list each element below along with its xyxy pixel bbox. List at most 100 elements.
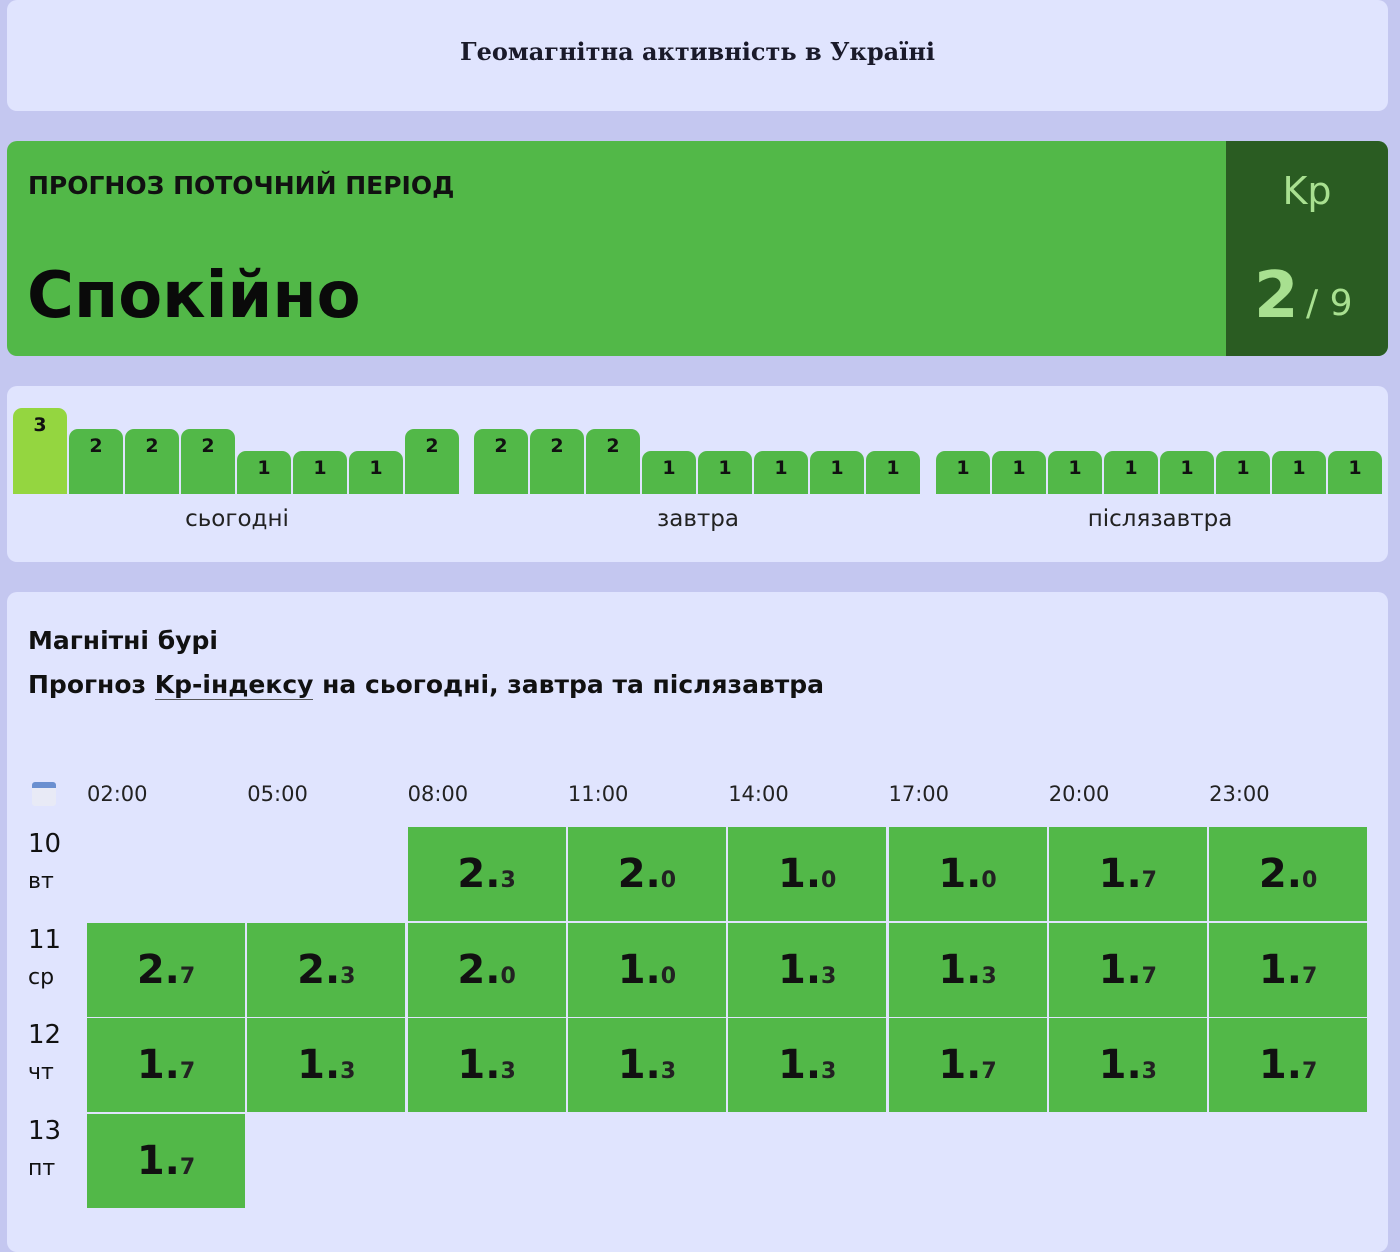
kp-cell-value: 2.0	[617, 851, 677, 897]
kp-cell-value: 1.7	[1258, 946, 1318, 993]
kp-cell-value: 1.7	[136, 1042, 196, 1089]
kp-cell: 1.7	[888, 1018, 1047, 1113]
kp-cell-value: 1.3	[1098, 1042, 1157, 1089]
kp-cell: 1.3	[888, 922, 1047, 1017]
hour-header: 05:00	[247, 782, 308, 806]
kp-cell: 1.7	[1048, 922, 1207, 1017]
kp-cell: 1.3	[247, 1018, 406, 1113]
hour-header: 23:00	[1209, 782, 1270, 806]
kp-cell-value: 1.0	[617, 946, 677, 993]
row-weekday: ср	[28, 964, 55, 990]
kp-bar: 1	[936, 450, 990, 494]
kp-cell: 2.3	[407, 827, 566, 921]
header-card: Геомагнітна активність в Україні	[7, 0, 1388, 111]
kp-cell: 1.7	[87, 1114, 245, 1209]
kp-bar: 1	[642, 450, 696, 494]
current-forecast-card: ПРОГНОЗ ПОТОЧНИЙ ПЕРІОД Спокійно Kp 2 / …	[7, 141, 1388, 356]
kp-cell: 1.7	[87, 1018, 245, 1113]
storms-title: Магнітні бурі	[28, 626, 218, 655]
day-row-label: 13 пт	[28, 1112, 61, 1188]
kp-bar: 1	[1272, 450, 1326, 494]
row-date: 12	[28, 1020, 62, 1051]
kp-cell-value: 1.3	[938, 946, 997, 993]
kp-label: Kp	[1282, 169, 1332, 213]
forecast-status: Спокійно	[27, 259, 361, 333]
storms-subtitle: Прогноз Kp-індексу на сьогодні, завтра т…	[28, 670, 825, 700]
kp-bar: 3	[13, 407, 67, 494]
kp-cell: 2.7	[87, 922, 245, 1017]
magnetic-storms-card: Магнітні бурі Прогноз Kp-індексу на сьог…	[7, 592, 1388, 1252]
kp-cell-value: 2.0	[1258, 851, 1318, 897]
day-row-label: 11 ср	[28, 921, 61, 997]
kp-bar: 1	[810, 450, 864, 494]
kp-cell: 1.7	[1209, 922, 1368, 1017]
kp-bars-card: 3 2 2 2 1 1 1 2 сьогодні 2 2 2 1 1 1 1 1 завтра 1 1 1 1 1 1 1 1 пі…	[7, 386, 1388, 562]
hour-header: 08:00	[407, 782, 469, 806]
kp-cell: 2.0	[567, 827, 726, 921]
kp-bar: 1	[1104, 450, 1158, 494]
kp-bar: 1	[754, 450, 808, 494]
kp-cell: 1.7	[1048, 827, 1207, 921]
subtitle-text: Прогноз	[28, 670, 155, 699]
kp-cell-value: 1.7	[1258, 1042, 1318, 1089]
kp-cell-value: 1.3	[297, 1042, 356, 1089]
page-title: Геомагнітна активність в Україні	[460, 37, 935, 66]
kp-cell-value: 1.0	[778, 851, 837, 897]
kp-cell: 2.0	[407, 922, 566, 1017]
kp-cell-value: 2.7	[136, 946, 196, 993]
row-date: 11	[28, 924, 62, 955]
kp-cell: 1.0	[728, 827, 887, 921]
kp-cell: 1.0	[888, 827, 1047, 921]
kp-bar: 2	[586, 429, 640, 494]
hour-header: 20:00	[1048, 782, 1110, 806]
kp-cell-value: 1.0	[938, 851, 997, 897]
row-date: 10	[28, 829, 62, 859]
kp-index-link[interactable]: Kp-індексу	[154, 670, 314, 700]
hour-header: 14:00	[728, 782, 789, 806]
kp-bar: 2	[530, 429, 584, 494]
kp-cell: 1.3	[567, 1018, 726, 1113]
subtitle-text: на сьогодні, завтра та післязавтра	[313, 670, 825, 699]
row-weekday: вт	[28, 869, 54, 894]
kp-cell: 1.3	[728, 922, 887, 1017]
hour-header: 11:00	[567, 782, 629, 806]
kp-bar: 1	[1216, 450, 1270, 494]
kp-bar: 2	[405, 429, 459, 494]
row-weekday: пт	[28, 1156, 56, 1182]
kp-bar: 1	[1328, 450, 1382, 494]
kp-cell: 1.0	[567, 922, 726, 1017]
kp-cell-value: 1.7	[938, 1042, 997, 1089]
kp-cell: 1.3	[728, 1018, 887, 1113]
kp-box: Kp 2 / 9	[1226, 141, 1388, 356]
row-weekday: чт	[28, 1060, 54, 1086]
kp-cell-value: 2.0	[457, 946, 516, 993]
kp-cell-value: 1.3	[778, 1042, 837, 1089]
kp-bar: 1	[349, 450, 403, 494]
kp-bar: 1	[1048, 450, 1102, 494]
day-label: післязавтра	[1087, 506, 1233, 532]
hour-header: 02:00	[87, 782, 148, 806]
kp-max: / 9	[1306, 283, 1353, 324]
kp-value: 2	[1254, 259, 1299, 333]
row-date: 13	[28, 1116, 62, 1147]
kp-cell-value: 1.7	[1098, 851, 1157, 897]
kp-bar: 1	[698, 450, 752, 494]
kp-bar: 1	[237, 450, 291, 494]
kp-cell-value: 1.3	[457, 1042, 516, 1089]
kp-bar: 2	[181, 429, 235, 494]
kp-cell: 1.3	[407, 1018, 566, 1113]
day-row-label: 10 вт	[28, 825, 61, 901]
kp-bar: 1	[992, 450, 1046, 494]
calendar-icon	[32, 782, 56, 806]
kp-cell-value: 2.3	[457, 851, 516, 897]
kp-cell: 1.7	[1209, 1018, 1368, 1113]
kp-cell: 1.3	[1048, 1018, 1207, 1113]
kp-cell-value: 1.7	[136, 1138, 196, 1185]
kp-bar: 1	[1160, 450, 1214, 494]
day-label: завтра	[657, 506, 739, 532]
day-label: сьогодні	[185, 506, 289, 532]
kp-cell-value: 1.7	[1098, 946, 1157, 993]
kp-cell: 2.3	[247, 922, 406, 1017]
kp-cell-value: 1.3	[778, 946, 837, 993]
kp-bar: 2	[69, 429, 123, 494]
